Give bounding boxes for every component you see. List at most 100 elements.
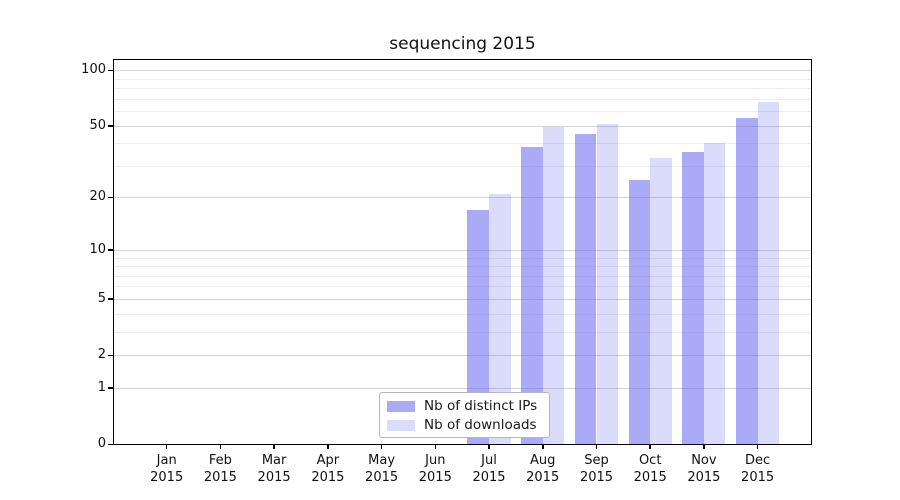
bar-distinct-ips <box>467 209 489 444</box>
x-axis-tick <box>219 444 222 449</box>
x-axis-tick-label: Mar 2015 <box>247 452 301 486</box>
y-axis-tick <box>108 354 113 356</box>
gridline-major <box>114 125 811 127</box>
x-tick-year: 2015 <box>311 470 345 485</box>
gridline-major <box>114 70 811 72</box>
gridline-minor <box>114 257 811 259</box>
x-tick-year: 2015 <box>257 470 291 485</box>
x-axis-tick-label: Sep 2015 <box>570 452 624 486</box>
x-tick-month: Sep <box>584 453 609 468</box>
x-axis-tick <box>703 444 705 449</box>
x-tick-month: May <box>368 453 396 468</box>
x-axis-tick-label: Jun 2015 <box>408 452 462 486</box>
gridline-minor <box>114 78 811 80</box>
x-tick-month: Mar <box>261 453 287 468</box>
gridline-minor <box>114 286 811 288</box>
x-tick-month: Feb <box>208 453 232 468</box>
x-tick-year: 2015 <box>633 470 667 485</box>
y-axis-tick-label: 2 <box>97 347 106 362</box>
x-tick-year: 2015 <box>472 470 506 485</box>
x-axis-tick-label: Feb 2015 <box>193 452 247 486</box>
x-axis-tick <box>434 444 437 449</box>
legend-swatch-distinct-ips <box>387 401 415 412</box>
legend-item-downloads: Nb of downloads <box>380 416 549 435</box>
gridline-minor <box>114 275 811 277</box>
x-tick-year: 2015 <box>365 470 399 485</box>
gridline-major <box>114 355 811 356</box>
legend-item-distinct-ips: Nb of distinct IPs <box>380 397 549 416</box>
legend-label-downloads: Nb of downloads <box>424 417 537 433</box>
x-tick-month: Aug <box>529 453 556 468</box>
legend: Nb of distinct IPs Nb of downloads <box>379 392 550 438</box>
gridline-minor <box>114 143 811 145</box>
x-axis-tick-label: Oct 2015 <box>623 452 677 486</box>
x-tick-year: 2015 <box>741 470 775 485</box>
x-axis-tick <box>649 444 651 449</box>
bar-downloads <box>703 143 726 444</box>
x-tick-year: 2015 <box>418 470 452 485</box>
bar-distinct-ips <box>682 151 704 444</box>
bar-downloads <box>489 193 511 444</box>
gridline-major <box>114 197 811 199</box>
x-axis-tick <box>542 444 544 449</box>
x-tick-month: Jun <box>425 453 446 468</box>
x-tick-year: 2015 <box>526 470 560 485</box>
bar-downloads <box>596 124 619 444</box>
x-tick-year: 2015 <box>150 470 184 485</box>
y-axis-tick-label: 10 <box>89 241 106 257</box>
y-axis-tick-label: 100 <box>81 62 106 78</box>
x-axis-tick <box>327 444 329 449</box>
bar-distinct-ips <box>628 180 651 444</box>
gridline-minor <box>114 331 811 333</box>
x-axis-tick <box>165 444 168 449</box>
y-axis-tick <box>108 69 113 72</box>
gridline-major <box>114 298 811 300</box>
y-axis-tick <box>108 298 113 300</box>
legend-swatch-downloads <box>387 420 415 431</box>
x-axis-tick-label: Nov 2015 <box>677 452 731 486</box>
x-tick-year: 2015 <box>687 470 721 485</box>
y-axis-tick <box>108 387 113 389</box>
y-axis-tick <box>108 125 113 127</box>
x-axis-tick-label: May 2015 <box>355 452 409 486</box>
gridline-minor <box>114 88 811 90</box>
x-axis-tick-label: Jan 2015 <box>140 452 194 486</box>
bar-downloads <box>650 158 672 444</box>
gridline-minor <box>114 165 811 167</box>
x-axis-tick <box>756 444 759 449</box>
legend-label-distinct-ips: Nb of distinct IPs <box>424 398 538 414</box>
gridline-minor <box>114 111 811 112</box>
gridline-minor <box>114 98 811 100</box>
x-axis-tick-label: Jul 2015 <box>462 452 516 486</box>
bar-downloads <box>757 102 780 444</box>
bar-downloads <box>542 127 565 444</box>
bar-distinct-ips <box>736 118 758 444</box>
gridline-minor <box>114 266 811 267</box>
x-axis-tick <box>380 444 383 449</box>
x-axis-tick <box>595 444 598 449</box>
bar-distinct-ips <box>521 147 543 444</box>
bar-distinct-ips <box>574 133 597 444</box>
y-axis-tick-label: 20 <box>89 189 106 205</box>
chart-title: sequencing 2015 <box>389 34 536 54</box>
x-tick-month: Apr <box>316 453 340 468</box>
gridline-major <box>114 387 811 389</box>
y-axis-tick-label: 50 <box>89 117 106 133</box>
y-axis-tick <box>108 196 113 199</box>
x-tick-year: 2015 <box>203 470 237 485</box>
gridline-minor <box>114 313 811 315</box>
x-axis-tick-label: Aug 2015 <box>516 452 570 486</box>
x-axis-tick-label: Dec 2015 <box>731 452 785 486</box>
y-axis-tick <box>108 249 113 251</box>
x-axis-tick <box>488 444 490 449</box>
x-tick-month: Nov <box>691 453 717 468</box>
x-axis-tick-label: Apr 2015 <box>301 452 355 486</box>
x-tick-month: Jan <box>156 453 177 468</box>
x-tick-month: Oct <box>638 453 662 468</box>
x-tick-month: Jul <box>481 453 497 468</box>
gridline-major <box>114 249 811 251</box>
y-axis-tick-label: 1 <box>97 379 106 395</box>
y-axis-tick <box>108 443 113 445</box>
y-axis-tick-label: 0 <box>97 436 106 451</box>
